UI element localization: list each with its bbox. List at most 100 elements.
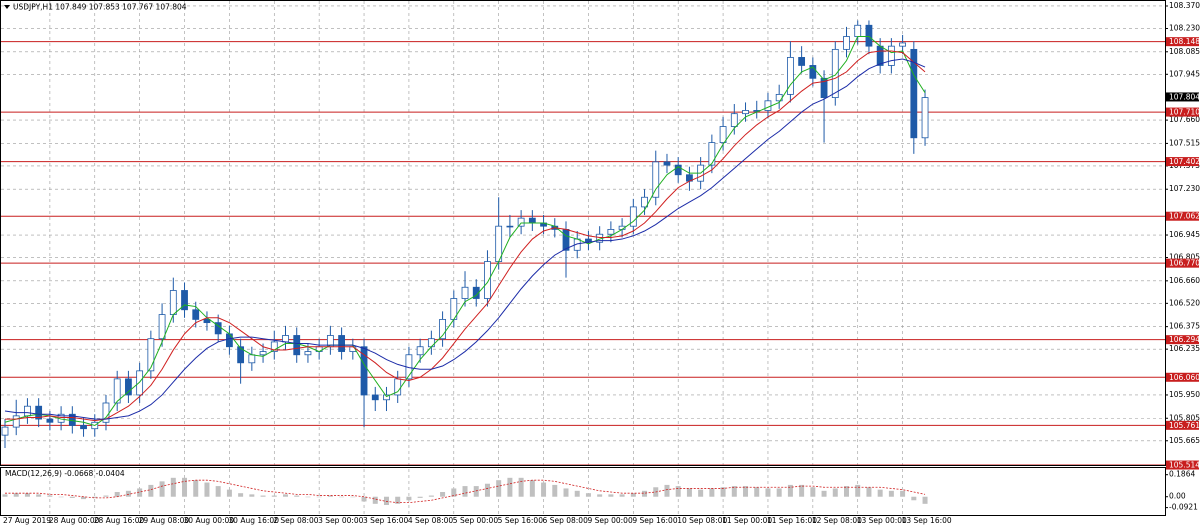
macd-bar <box>13 493 19 497</box>
y-tick-label: 106.660 <box>1169 276 1200 285</box>
y-tick-label: 106.520 <box>1169 298 1200 307</box>
candle-body <box>282 335 289 343</box>
candle-body <box>708 142 716 166</box>
last-price-label: 107.804 <box>1169 92 1200 101</box>
macd-bar <box>574 490 580 497</box>
candle-body <box>831 48 839 99</box>
macd-bar <box>148 484 154 497</box>
macd-bar <box>372 496 378 504</box>
macd-bar <box>215 486 221 497</box>
macd-bar <box>900 490 906 497</box>
macd-title: MACD(12,26,9) -0.0668 -0.0404 <box>5 469 125 478</box>
macd-bar <box>2 494 8 497</box>
y-tick-label: 107.660 <box>1169 115 1200 124</box>
macd-bar <box>619 494 625 497</box>
candle-body <box>248 354 256 364</box>
macd-bar <box>339 496 345 498</box>
candle-body <box>371 394 379 401</box>
level-label-box <box>1166 372 1199 382</box>
candle-body <box>125 378 132 396</box>
x-tick-label: 27 Aug 2019 <box>3 516 51 525</box>
moving-average-line <box>4 36 926 427</box>
candle-body <box>46 418 54 423</box>
macd-bar <box>103 495 109 497</box>
x-tick-label: 13 Sep 00:00 <box>857 516 907 525</box>
macd-bar <box>316 496 322 498</box>
macd-bar <box>832 488 838 497</box>
candle-body <box>730 113 738 127</box>
candle-body <box>607 229 615 235</box>
level-label: 107.710 <box>1169 108 1200 117</box>
candle-body <box>921 97 929 139</box>
candle-body <box>270 341 278 352</box>
grid <box>1 1 1165 516</box>
x-tick-label: 28 Aug 16:00 <box>94 516 145 525</box>
candle-body <box>809 65 817 79</box>
macd-panel-border <box>0 467 1166 516</box>
y-tick-label: 107.230 <box>1169 184 1200 193</box>
candle-body <box>360 346 368 396</box>
level-label: 108.148 <box>1169 37 1200 46</box>
macd-bar <box>125 490 131 497</box>
macd-bar <box>69 496 75 498</box>
candle-body <box>12 415 20 428</box>
y-tick-label: 107.945 <box>1169 69 1200 78</box>
y-tick-label: 108.085 <box>1169 47 1200 56</box>
macd-bar <box>271 495 277 497</box>
macd-bar <box>765 488 771 497</box>
candle-body <box>629 206 637 227</box>
level-label: 107.062 <box>1169 212 1200 221</box>
candle-body <box>764 100 772 111</box>
macd-bar <box>664 484 670 497</box>
macd-bar <box>821 490 827 497</box>
x-tick-label: 12 Sep 08:00 <box>812 516 862 525</box>
macd-bar <box>675 486 681 497</box>
last-price-box <box>1166 92 1199 102</box>
macd-bar <box>305 496 311 498</box>
y-tick-label: 0.1864 <box>1169 470 1195 479</box>
macd-bar <box>283 494 288 497</box>
macd-bar <box>608 494 614 497</box>
candle-body <box>663 161 671 166</box>
candle-body <box>865 24 873 47</box>
x-tick-label: 4 Sep 08:00 <box>408 516 454 525</box>
y-tick-label: 105.665 <box>1169 436 1200 445</box>
candle-body <box>641 196 648 208</box>
candle-body <box>293 335 301 356</box>
macd-bar <box>484 483 490 497</box>
candle-body <box>383 394 390 401</box>
macd-bar <box>383 496 389 506</box>
macd-bar <box>92 496 98 498</box>
macd-bar <box>226 489 232 497</box>
macd-bar <box>496 480 502 497</box>
candle-body <box>203 319 211 324</box>
macd-bar <box>159 481 165 497</box>
candle-body <box>147 338 155 372</box>
macd-bar <box>888 490 894 497</box>
candle-body <box>113 378 121 404</box>
y-tick-label: 105.950 <box>1169 390 1200 399</box>
x-tick-label: 10 Sep 08:00 <box>677 516 727 525</box>
macd-bar <box>597 494 603 497</box>
x-tick-label: 2 Sep 08:00 <box>273 516 319 525</box>
x-tick-label: 9 Sep 00:00 <box>587 516 633 525</box>
candle-body <box>427 338 435 348</box>
macd-bar <box>260 495 266 497</box>
candle-body <box>820 77 828 99</box>
menu-arrow[interactable] <box>4 5 10 9</box>
chart-title: USDJPY,H1 107.849 107.853 107.767 107.80… <box>13 3 187 12</box>
candle-body <box>304 351 312 356</box>
y-tick-label: 105.805 <box>1169 413 1200 422</box>
candle-body <box>910 48 918 139</box>
macd-bar <box>193 480 199 497</box>
macd-bar <box>428 495 434 497</box>
candle-body <box>158 314 166 340</box>
candle-body <box>843 36 850 50</box>
macd-bar <box>395 496 401 504</box>
macd-bar <box>529 480 535 497</box>
macd-bar <box>249 494 255 497</box>
level-label: 105.761 <box>1169 421 1200 430</box>
x-tick-label: 9 Sep 16:00 <box>632 516 678 525</box>
macd-bar <box>440 492 446 497</box>
